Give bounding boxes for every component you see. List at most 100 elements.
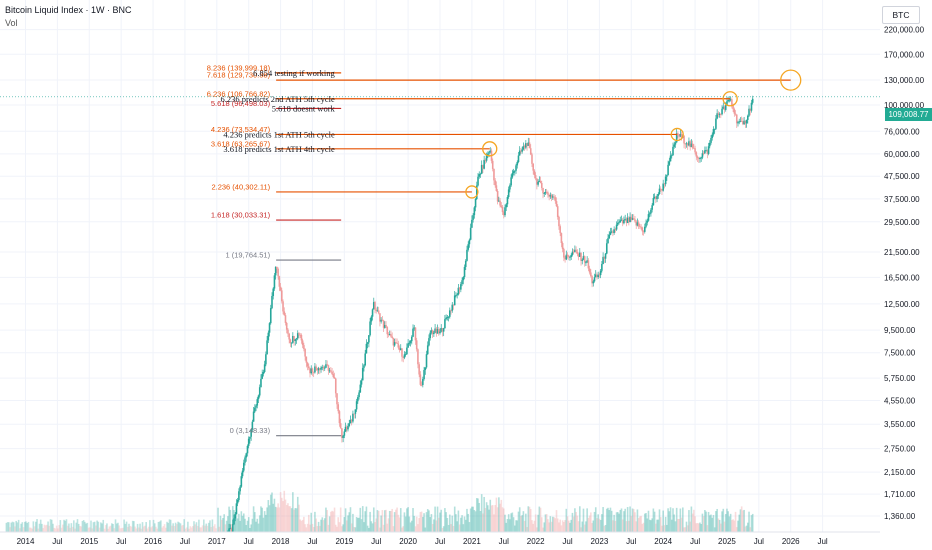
price-axis-tick: 4,550.00 — [884, 396, 916, 405]
volume-bar — [543, 522, 546, 532]
volume-bar — [48, 525, 51, 532]
candle-body — [446, 317, 449, 318]
candle-body — [445, 317, 447, 320]
volume-bar — [651, 518, 653, 532]
volume-bar — [550, 521, 553, 532]
volume-bar — [251, 518, 254, 532]
volume-bar — [564, 520, 566, 532]
volume-bar — [510, 513, 512, 532]
volume-bar — [576, 515, 579, 532]
candle-body — [292, 335, 294, 343]
volume-bar — [403, 512, 406, 532]
volume-bar — [634, 512, 636, 532]
volume-bar — [307, 514, 310, 532]
volume-bar — [228, 506, 230, 532]
volume-bar — [194, 524, 197, 532]
volume-bar — [16, 522, 19, 532]
candle-body — [588, 268, 591, 273]
volume-bar — [268, 505, 271, 532]
volume-bar — [346, 520, 348, 532]
volume-bar — [212, 526, 215, 532]
candle-body — [745, 119, 748, 124]
candle-body — [455, 295, 457, 296]
volume-bar — [289, 506, 292, 532]
price-axis-tick: 100,000.00 — [884, 101, 925, 110]
candle-body — [578, 252, 581, 257]
volume-bar — [401, 527, 403, 532]
volume-bar — [565, 508, 568, 532]
volume-bar — [81, 521, 84, 532]
candle-body — [629, 216, 631, 223]
candle-body — [268, 323, 271, 333]
candle-body — [331, 371, 333, 375]
candle-body — [485, 155, 488, 161]
annotation-circle — [482, 141, 498, 157]
candle-body — [720, 114, 722, 115]
candle-body — [271, 295, 273, 309]
volume-bar — [354, 527, 357, 532]
candle-body — [707, 146, 710, 154]
candle-body — [412, 328, 414, 337]
candle-body — [626, 217, 629, 223]
candle-body — [517, 155, 520, 162]
candle-body — [261, 373, 263, 379]
volume-bar — [437, 517, 440, 532]
candle-body — [242, 462, 245, 471]
candle-body — [488, 152, 490, 154]
volume-bar — [494, 505, 496, 532]
currency-button[interactable]: BTC — [882, 6, 920, 24]
volume-bar — [675, 507, 678, 532]
candle-body — [598, 274, 601, 276]
volume-bar — [542, 527, 544, 532]
volume-bar — [11, 521, 14, 532]
candle-body — [751, 98, 754, 103]
volume-bar — [732, 519, 734, 532]
volume-bar — [73, 520, 75, 532]
candle-body — [701, 153, 704, 158]
volume-bar — [591, 523, 593, 532]
volume-bar — [372, 507, 375, 532]
volume-indicator-label[interactable]: Vol — [5, 18, 18, 28]
volume-bar — [570, 519, 573, 532]
annotation-text: 6.854 testing if working — [253, 68, 335, 78]
candle-body — [466, 249, 468, 261]
volume-bar — [569, 522, 571, 532]
volume-bar — [240, 511, 243, 532]
volume-bar — [309, 524, 311, 532]
candle-body — [396, 342, 398, 344]
volume-bar — [466, 508, 468, 532]
volume-bar — [164, 527, 167, 532]
candle-body — [386, 327, 389, 335]
candle-body — [404, 354, 407, 355]
candle-body — [559, 226, 561, 234]
candle-body — [705, 150, 707, 151]
volume-bar — [262, 517, 265, 532]
volume-bar — [311, 523, 314, 532]
candle-body — [630, 216, 633, 220]
time-axis-tick: 2015 — [80, 537, 98, 546]
volume-bar — [516, 520, 519, 532]
volume-bar — [512, 517, 515, 532]
candle-body — [532, 163, 534, 171]
candle-body — [384, 325, 386, 328]
candle-body — [300, 334, 303, 341]
symbol-title[interactable]: Bitcoin Liquid Index · 1W · BNC — [5, 5, 132, 15]
price-axis-tick: 3,550.00 — [884, 420, 916, 429]
volume-bar — [381, 510, 384, 532]
volume-bar — [642, 522, 645, 532]
candle-body — [505, 204, 508, 208]
candle-body — [678, 135, 680, 137]
volume-bar — [218, 526, 221, 532]
candle-body — [749, 108, 752, 111]
candle-body — [414, 327, 417, 341]
volume-bar — [20, 523, 22, 532]
volume-bar — [241, 515, 244, 532]
candle-body — [748, 108, 750, 116]
volume-bar — [588, 515, 591, 532]
volume-bar — [305, 527, 308, 532]
candle-body — [632, 218, 635, 220]
candle-body — [511, 173, 514, 178]
volume-bar — [30, 527, 32, 532]
volume-bar — [306, 523, 309, 532]
